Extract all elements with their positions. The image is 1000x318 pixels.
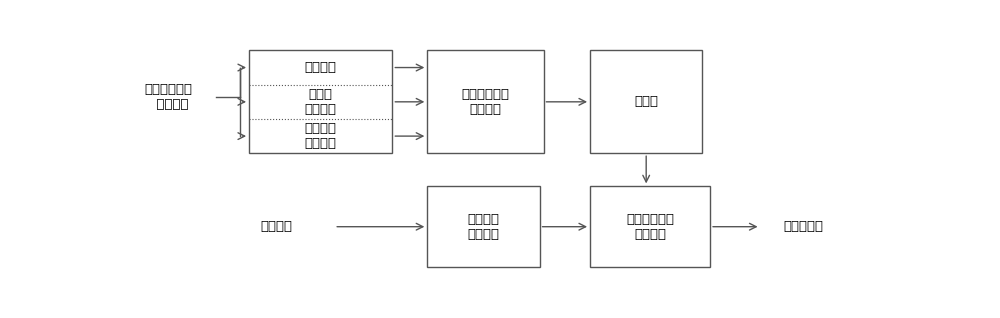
Text: 轨迹类型: 轨迹类型 [305, 61, 337, 74]
Text: 电子凸轮运行
控制模块: 电子凸轮运行 控制模块 [626, 213, 674, 241]
Bar [427, 50, 544, 153]
Text: 当前电机
绝对位姿: 当前电机 绝对位姿 [305, 122, 337, 150]
Text: 凸轮表: 凸轮表 [634, 95, 658, 108]
Text: 虚拟主轴: 虚拟主轴 [260, 220, 292, 233]
Text: 虚拟主轴
接收模块: 虚拟主轴 接收模块 [467, 213, 499, 241]
Text: 电子凸轮曲线
计算模块: 电子凸轮曲线 计算模块 [461, 88, 509, 116]
Bar [249, 50, 392, 153]
Bar [590, 186, 710, 267]
Text: 周期脉冲量: 周期脉冲量 [783, 220, 823, 233]
Bar [590, 50, 702, 153]
Text: 目标点
绝对位姿: 目标点 绝对位姿 [305, 88, 337, 116]
Text: 凸轮曲线生成
  控制参数: 凸轮曲线生成 控制参数 [144, 83, 192, 111]
Bar [427, 186, 540, 267]
